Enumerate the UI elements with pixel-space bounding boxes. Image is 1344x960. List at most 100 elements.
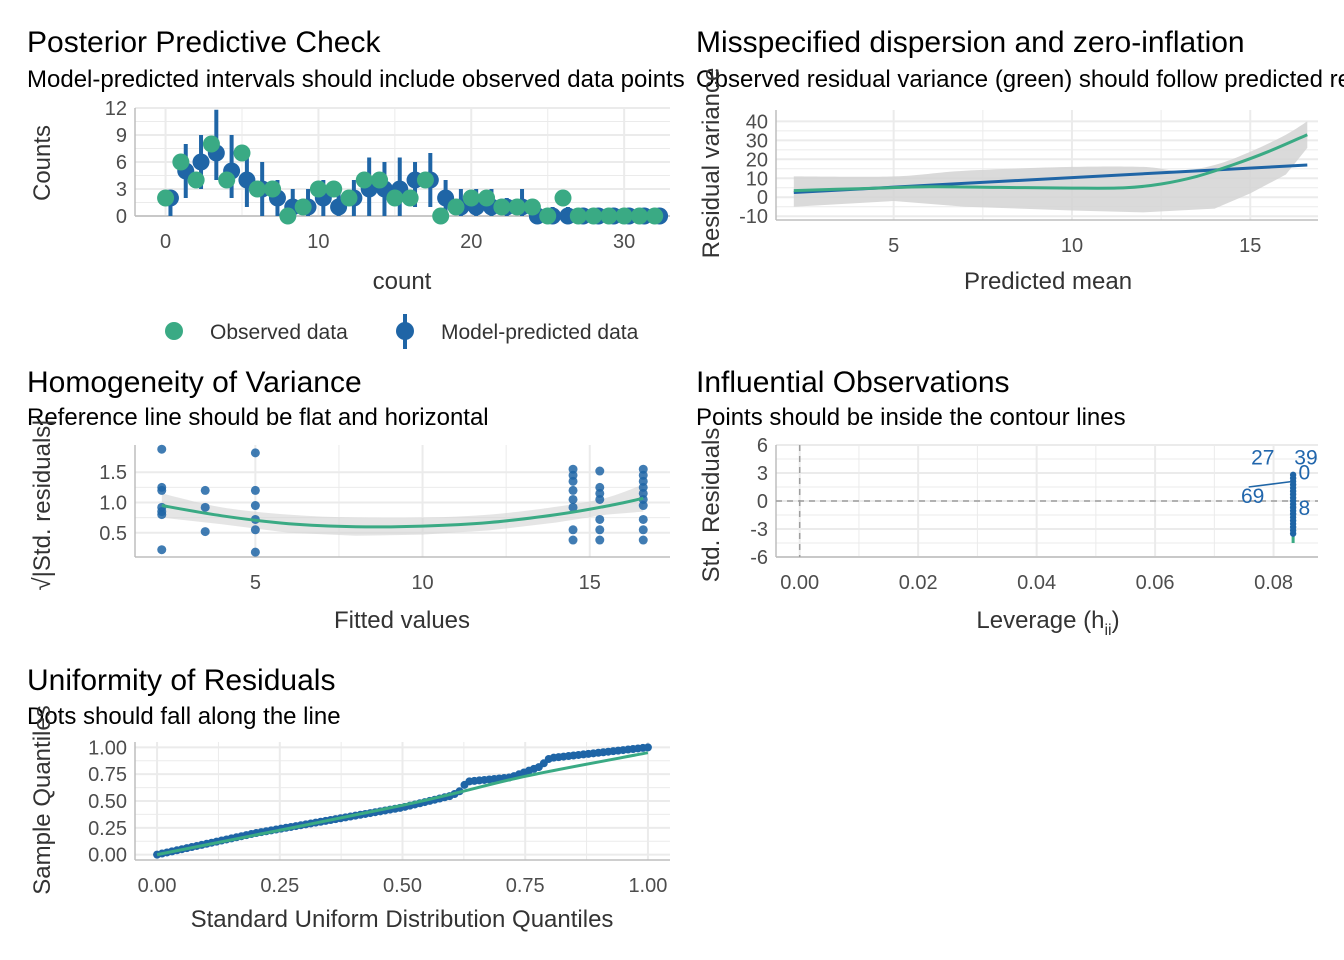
y-tick-label: -6 xyxy=(750,547,768,569)
influence-title: Influential Observations xyxy=(696,366,1010,399)
observed-point xyxy=(554,189,572,207)
residual-point xyxy=(568,476,578,486)
y-tick-label: 9 xyxy=(116,125,127,147)
legend-predicted-marker xyxy=(396,322,414,340)
residual-point xyxy=(568,485,578,495)
residual-point xyxy=(157,444,167,454)
ppc-plot-area: 0 10 20 30 0 3 6 9 12 xyxy=(105,98,670,253)
reference-line xyxy=(156,751,649,857)
x-tick-label: 0.06 xyxy=(1136,572,1175,594)
y-tick-label: 0.5 xyxy=(99,523,127,545)
observed-point xyxy=(585,207,603,225)
legend-observed-label: Observed data xyxy=(210,321,348,344)
y-tick-label: 0.00 xyxy=(88,845,127,867)
y-tick-label: 10 xyxy=(746,168,768,190)
observed-point xyxy=(478,189,496,207)
label-leader-line xyxy=(1248,480,1294,488)
influence-panel: Influential Observations Points should b… xyxy=(696,366,1318,639)
observation-label: 8 xyxy=(1298,497,1310,520)
observed-point xyxy=(493,198,511,216)
observed-point xyxy=(325,180,343,198)
observed-point xyxy=(539,207,557,225)
y-tick-label: 0.75 xyxy=(88,764,127,786)
uniformity-plot-area: 0.00 0.25 0.50 0.75 1.00 0.00 0.25 0.50 0.75 1.00 xyxy=(88,737,670,897)
ppc-y-axis-label: Counts xyxy=(29,125,56,201)
y-tick-label: 30 xyxy=(746,130,768,152)
observation-point xyxy=(1289,471,1297,479)
observed-point xyxy=(264,180,282,198)
observed-variance-line xyxy=(793,133,1308,193)
residual-point xyxy=(595,466,605,476)
residual-point xyxy=(157,485,167,495)
homogeneity-title: Homogeneity of Variance xyxy=(27,366,362,399)
y-tick-label: 1.5 xyxy=(99,462,127,484)
observed-point xyxy=(355,171,373,189)
x-tick-label: 0.04 xyxy=(1017,572,1056,594)
influence-subtitle: Points should be inside the contour line… xyxy=(696,404,1126,431)
residual-point xyxy=(595,535,605,545)
x-tick-label: 0.50 xyxy=(383,875,422,897)
dispersion-y-axis-label: Residual variance xyxy=(698,68,725,259)
y-tick-label: 6 xyxy=(116,152,127,174)
observed-point xyxy=(309,180,327,198)
observed-point xyxy=(371,171,389,189)
observed-point xyxy=(630,207,648,225)
residual-point xyxy=(157,545,167,555)
y-tick-label: 0 xyxy=(757,491,768,513)
dispersion-subtitle: Observed residual variance (green) shoul… xyxy=(696,66,1344,93)
x-tick-label: 0.02 xyxy=(899,572,938,594)
observed-point xyxy=(615,207,633,225)
x-tick-label: 5 xyxy=(888,235,899,257)
legend-predicted-label: Model-predicted data xyxy=(441,321,639,344)
residual-point xyxy=(250,547,260,557)
ppc-x-axis-label: count xyxy=(373,268,432,295)
y-tick-label: 3 xyxy=(116,179,127,201)
x-tick-label: 5 xyxy=(250,572,261,594)
ppc-title: Posterior Predictive Check xyxy=(27,26,381,59)
x-tick-label: 20 xyxy=(460,231,482,253)
observed-point xyxy=(432,207,450,225)
observed-point xyxy=(447,198,465,216)
x-tick-label: 10 xyxy=(1061,235,1083,257)
homogeneity-plot-area: 5 10 15 0.5 1.0 1.5 xyxy=(99,444,670,594)
residual-point xyxy=(638,514,648,524)
observed-point xyxy=(386,189,404,207)
x-tick-label: 10 xyxy=(411,572,433,594)
y-tick-label: 1.00 xyxy=(88,737,127,759)
residual-point xyxy=(568,494,578,504)
influence-x-axis-label: Leverage (hii) xyxy=(976,607,1119,639)
y-tick-label: 3 xyxy=(757,463,768,485)
y-tick-label: 12 xyxy=(105,98,127,120)
uniformity-x-axis-label: Standard Uniform Distribution Quantiles xyxy=(191,906,614,933)
confidence-band xyxy=(793,121,1308,213)
dispersion-panel: Misspecified dispersion and zero-inflati… xyxy=(696,26,1344,295)
residual-point xyxy=(568,525,578,535)
uniformity-y-axis-label: Sample Quantiles xyxy=(29,705,56,894)
x-tick-label: 0.08 xyxy=(1254,572,1293,594)
residual-point xyxy=(638,525,648,535)
residual-point xyxy=(638,535,648,545)
observed-point xyxy=(157,189,175,207)
x-tick-label: 10 xyxy=(307,231,329,253)
ppc-subtitle: Model-predicted intervals should include… xyxy=(27,66,685,93)
residual-point xyxy=(595,525,605,535)
x-tick-label: 1.00 xyxy=(628,875,667,897)
observed-point xyxy=(187,171,205,189)
homogeneity-x-axis-label: Fitted values xyxy=(334,607,470,634)
x-tick-label: 15 xyxy=(579,572,601,594)
quantile-point xyxy=(643,743,652,752)
dispersion-title: Misspecified dispersion and zero-inflati… xyxy=(696,26,1245,59)
observation-label: 39 xyxy=(1294,447,1317,470)
observed-point xyxy=(508,198,526,216)
residual-point xyxy=(250,525,260,535)
residual-point xyxy=(568,502,578,512)
observed-point xyxy=(523,198,541,216)
x-tick-label: 0.75 xyxy=(506,875,545,897)
observed-point xyxy=(600,207,618,225)
observed-point xyxy=(646,207,664,225)
uniformity-subtitle: Dots should fall along the line xyxy=(27,703,341,730)
x-tick-label: 30 xyxy=(613,231,635,253)
x-tick-label: 0.25 xyxy=(260,875,299,897)
